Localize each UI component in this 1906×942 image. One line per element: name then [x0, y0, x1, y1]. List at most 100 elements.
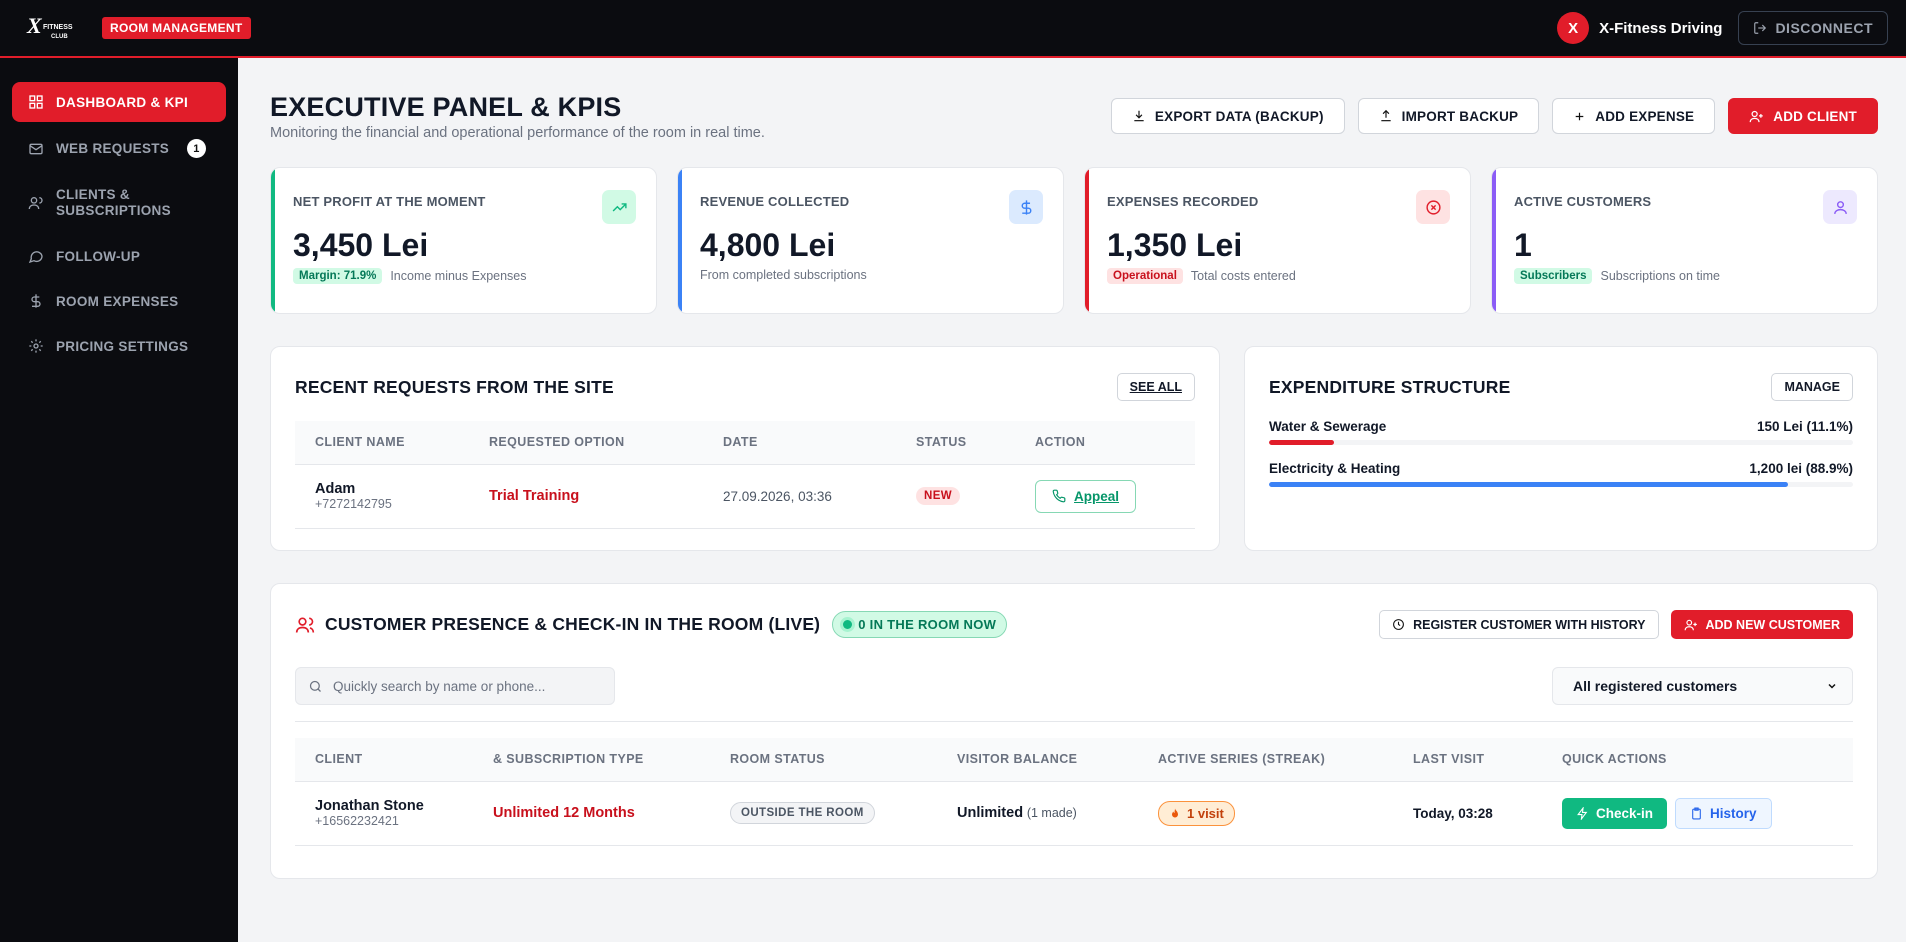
- appeal-button[interactable]: Appeal: [1035, 479, 1137, 513]
- visitor-balance-note: (1 made): [1026, 806, 1077, 820]
- in-room-now-label: 0 IN THE ROOM NOW: [858, 617, 997, 632]
- streak-label: 1 visit: [1187, 805, 1224, 821]
- requests-table: CLIENT NAME REQUESTED OPTION DATE STATUS…: [295, 421, 1195, 529]
- sidebar: DASHBOARD & KPI WEB REQUESTS 1 CLIENTS &…: [0, 58, 238, 942]
- sidebar-item-room-expenses[interactable]: ROOM EXPENSES: [12, 281, 226, 321]
- presence-table: CLIENT & SUBSCRIPTION TYPE ROOM STATUS V…: [295, 738, 1853, 846]
- dollar-icon: [31, 294, 41, 308]
- sidebar-item-web-requests[interactable]: WEB REQUESTS 1: [12, 127, 226, 170]
- chevron-down-icon: [1828, 683, 1836, 689]
- kpi-value: 1: [1514, 227, 1532, 263]
- search-box[interactable]: [295, 667, 615, 705]
- user-icon: [1823, 190, 1857, 224]
- status-badge: NEW: [916, 487, 961, 505]
- logout-icon: [1754, 22, 1767, 34]
- in-room-now-chip: 0 IN THE ROOM NOW: [832, 611, 1008, 638]
- column-header: ACTION: [1015, 421, 1195, 465]
- client-phone: +7272142795: [315, 497, 392, 511]
- room-status-badge: OUTSIDE THE ROOM: [730, 802, 875, 824]
- expense-value: 150 Lei (11.1%): [1756, 419, 1853, 434]
- expenditure-card: EXPENDITURE STRUCTURE MANAGE Water & Sew…: [1244, 346, 1878, 551]
- kpi-label: ACTIVE CUSTOMERS: [1514, 194, 1652, 209]
- subscription-type: Unlimited 12 Months: [493, 805, 635, 821]
- manage-button[interactable]: MANAGE: [1771, 373, 1853, 401]
- logo-icon: X FITNESS CLUB: [26, 13, 73, 40]
- clock-icon: [1393, 619, 1404, 630]
- disconnect-button[interactable]: DISCONNECT: [1738, 11, 1888, 45]
- table-row: Jonathan Stone +16562232421 Unlimited 12 …: [295, 781, 1853, 846]
- kpi-accent-bar: [1085, 168, 1089, 313]
- see-all-button[interactable]: SEE ALL: [1116, 373, 1195, 401]
- user-plus-icon: [1749, 110, 1763, 122]
- add-client-button[interactable]: ADD CLIENT: [1728, 98, 1878, 134]
- expense-bar: [1269, 440, 1334, 445]
- customer-filter-select[interactable]: All registered customers: [1552, 667, 1853, 705]
- kpi-value: 4,800 Lei: [700, 227, 836, 263]
- expenditure-title: EXPENDITURE STRUCTURE: [1269, 376, 1511, 397]
- export-data-button[interactable]: EXPORT DATA (BACKUP): [1110, 98, 1345, 134]
- last-visit: Today, 03:28: [1393, 781, 1542, 846]
- appeal-label: Appeal: [1074, 488, 1120, 504]
- column-header: DATE: [703, 421, 896, 465]
- sidebar-item-label: CLIENTS & SUBSCRIPTIONS: [56, 187, 171, 218]
- sidebar-item-label: WEB REQUESTS: [56, 141, 170, 156]
- add-new-customer-button[interactable]: ADD NEW CUSTOMER: [1670, 610, 1853, 639]
- users-icon: [28, 197, 43, 210]
- add-expense-button[interactable]: ADD EXPENSE: [1552, 98, 1716, 134]
- flame-icon: [1172, 808, 1178, 817]
- column-header: & SUBSCRIPTION TYPE: [473, 738, 710, 782]
- users-icon: [295, 617, 315, 633]
- register-customer-label: REGISTER CUSTOMER WITH HISTORY: [1413, 617, 1646, 632]
- kpi-accent-bar: [271, 168, 275, 313]
- sidebar-item-dashboard[interactable]: DASHBOARD & KPI: [12, 82, 226, 122]
- gear-icon: [29, 339, 43, 353]
- import-label: IMPORT BACKUP: [1401, 108, 1519, 124]
- import-backup-button[interactable]: IMPORT BACKUP: [1357, 98, 1540, 134]
- search-input[interactable]: [333, 678, 593, 694]
- kpi-expenses: EXPENSES RECORDED 1,350 Lei Operational …: [1084, 167, 1471, 314]
- sidebar-item-clients[interactable]: CLIENTS & SUBSCRIPTIONS: [12, 175, 226, 231]
- svg-text:CLUB: CLUB: [51, 34, 68, 40]
- kpi-value: 1,350 Lei: [1107, 227, 1243, 263]
- operational-chip: Operational: [1107, 268, 1183, 284]
- kpi-note: From completed subscriptions: [700, 268, 867, 282]
- kpi-note: Total costs entered: [1190, 269, 1296, 283]
- sidebar-item-pricing-settings[interactable]: PRICING SETTINGS: [12, 326, 226, 366]
- column-header: LAST VISIT: [1393, 738, 1542, 782]
- history-button[interactable]: History: [1675, 797, 1772, 829]
- column-header: VISITOR BALANCE: [937, 738, 1138, 782]
- check-in-button[interactable]: Check-in: [1562, 797, 1668, 829]
- expense-bar: [1269, 482, 1789, 487]
- register-customer-button[interactable]: REGISTER CUSTOMER WITH HISTORY: [1379, 610, 1659, 639]
- avatar[interactable]: X: [1557, 12, 1590, 44]
- request-date: 27.09.2026, 03:36: [703, 464, 896, 529]
- customer-filter-value: All registered customers: [1573, 678, 1738, 694]
- sidebar-item-follow-up[interactable]: FOLLOW-UP: [12, 236, 226, 276]
- kpi-net-profit: NET PROFIT AT THE MOMENT 3,450 Lei Margi…: [270, 167, 657, 314]
- page-title: EXECUTIVE PANEL & KPIS: [270, 92, 622, 122]
- user-name: X-Fitness Driving: [1599, 19, 1723, 37]
- main-content: EXECUTIVE PANEL & KPIS Monitoring the fi…: [270, 58, 1878, 942]
- dollar-icon: [1009, 190, 1043, 224]
- upload-icon: [1380, 109, 1391, 122]
- column-header: ACTIVE SERIES (STREAK): [1138, 738, 1393, 782]
- logo[interactable]: X FITNESS CLUB: [24, 10, 82, 46]
- column-header: CLIENT NAME: [295, 421, 469, 465]
- clipboard-icon: [1692, 807, 1701, 819]
- customer-name: Jonathan Stone: [315, 798, 424, 814]
- grid-icon: [29, 95, 43, 109]
- recent-requests-card: RECENT REQUESTS FROM THE SITE SEE ALL CL…: [270, 346, 1220, 551]
- top-bar: X FITNESS CLUB ROOM MANAGEMENT X X-Fitne…: [0, 0, 1906, 58]
- room-management-badge: ROOM MANAGEMENT: [102, 17, 251, 39]
- add-new-customer-label: ADD NEW CUSTOMER: [1705, 617, 1841, 632]
- expense-label: Water & Sewerage: [1269, 419, 1387, 434]
- column-header: QUICK ACTIONS: [1542, 738, 1853, 782]
- kpi-note: Income minus Expenses: [390, 269, 527, 283]
- plus-icon: [1575, 112, 1584, 120]
- user-plus-icon: [1684, 619, 1697, 630]
- kpi-revenue: REVENUE COLLECTED 4,800 Lei From complet…: [677, 167, 1064, 314]
- recent-requests-title: RECENT REQUESTS FROM THE SITE: [295, 376, 614, 397]
- chat-icon: [28, 251, 43, 264]
- subscribers-chip: Subscribers: [1514, 268, 1593, 284]
- sidebar-item-label: ROOM EXPENSES: [56, 293, 179, 309]
